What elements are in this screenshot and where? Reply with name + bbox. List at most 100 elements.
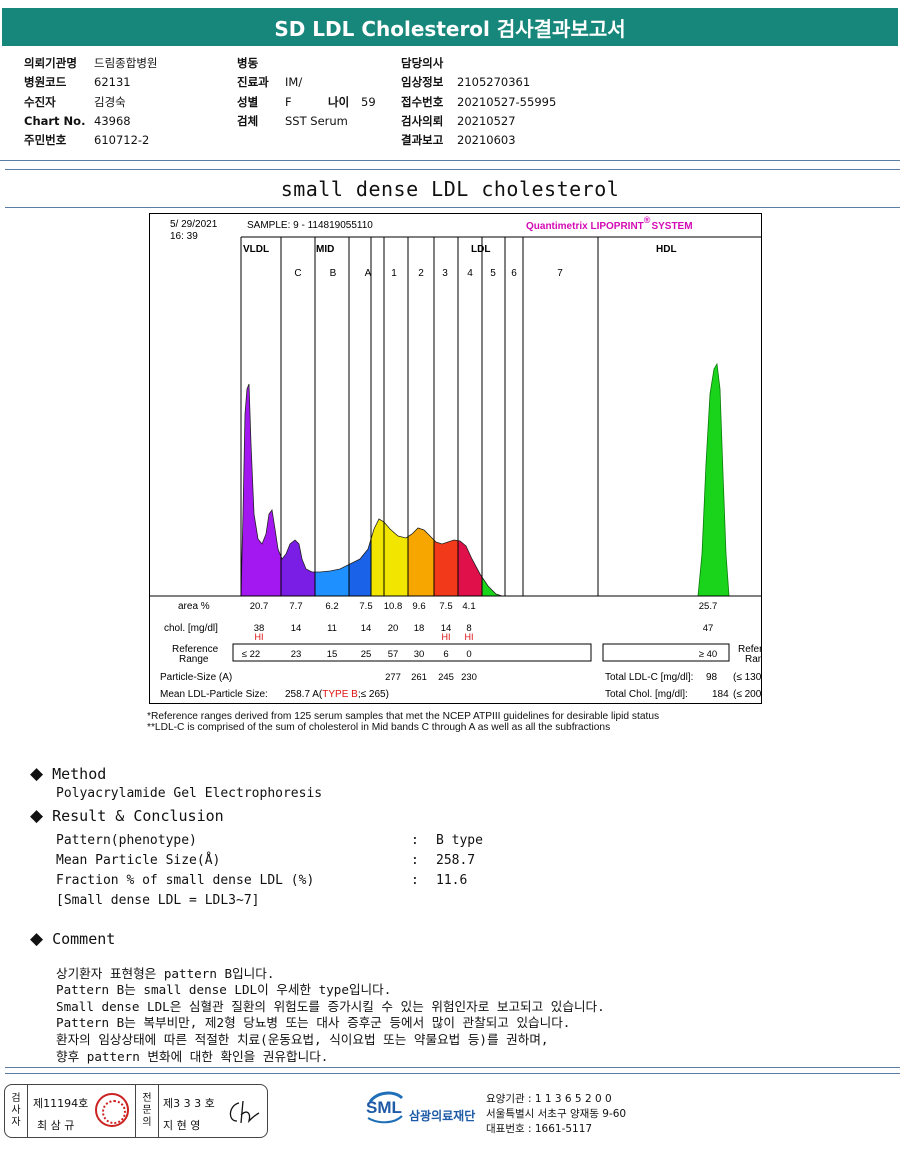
total-ldl-ref: (≤ 130): [733, 672, 761, 683]
footnote-2: **LDL-C is comprised of the sum of chole…: [147, 722, 611, 733]
section-title: small dense LDL cholesterol: [280, 177, 620, 201]
specialist-number: 제3 3 3 호: [163, 1097, 215, 1110]
area-value: 6.2: [325, 601, 338, 612]
org-name: 삼광의료재단: [409, 1109, 476, 1123]
row-label-ref2: Range: [179, 654, 209, 665]
examiner-number: 제11194호: [33, 1097, 89, 1110]
row-values: 20.7 7.7 6.2 7.5 10.8 9.6 7.5 4.1 25.7 38 14 11 14 20…: [242, 601, 717, 683]
ref-value: ≥ 40: [699, 649, 717, 660]
info-label: 성별: [237, 94, 259, 109]
result-colon: :: [411, 833, 419, 848]
chol-value: 11: [327, 623, 337, 634]
sml-logo-text: SML: [366, 1098, 402, 1117]
vertical-char: 사: [11, 1105, 21, 1116]
result-section: ◆ Result & Conclusion: [30, 806, 224, 826]
info-value: SST Serum: [285, 113, 348, 128]
method-heading-text: Method: [52, 765, 107, 783]
group-mid: MID: [316, 244, 334, 255]
info-value: 62131: [94, 75, 131, 90]
info-column-1: 의뢰기관명 드림종합병원 병원코드 62131 수진자 김경숙 Chart No. 43…: [24, 54, 157, 150]
diamond-bullet-icon: ◆: [30, 929, 44, 949]
row-label-mean: Mean LDL-Particle Size:: [160, 689, 268, 700]
band-fill: [241, 384, 281, 596]
chol-value: 18: [414, 623, 425, 634]
row-label-ref-right2: Range: [745, 654, 761, 665]
result-colon: :: [411, 873, 419, 888]
chol-value: 14: [291, 623, 302, 634]
row-label-area: area %: [178, 601, 210, 612]
total-chol-ref: (≤ 200): [733, 689, 761, 700]
hi-flag: HI: [465, 632, 474, 642]
result-value: B type: [436, 833, 483, 848]
hi-flag: HI: [442, 632, 451, 642]
info-column-3: 담당의사 임상정보 2105270361 접수번호 20210527-55995 검…: [401, 54, 556, 150]
age-label: 나이: [328, 94, 350, 109]
divider: [5, 1067, 900, 1068]
band-fills: [241, 384, 502, 596]
group-vldl: VLDL: [243, 244, 269, 255]
vertical-char: 전: [142, 1093, 152, 1104]
info-label: Chart No.: [24, 113, 86, 128]
band-label: A: [365, 268, 372, 279]
comment-heading-text: Comment: [52, 930, 116, 948]
ref-value: ≤ 22: [242, 649, 260, 660]
chol-value: 14: [361, 623, 372, 634]
info-value: 김경숙: [94, 94, 126, 109]
specialist-name: 지 현 영: [163, 1119, 201, 1132]
row-label-chol: chol. [mg/dl]: [164, 623, 218, 634]
comment-line: Small dense LDL은 심혈관 질환의 위험도를 증가시킬 수 있는 …: [56, 998, 605, 1014]
chol-value: 47: [703, 623, 714, 634]
divider: [5, 207, 900, 208]
total-ldl-value: 98: [706, 672, 718, 683]
row-label-ref1: Reference: [172, 644, 219, 655]
info-value: 드림종합병원: [94, 56, 158, 70]
info-value: 20210527: [457, 113, 516, 128]
ref-value: 6: [443, 649, 448, 660]
result-key: Fraction % of small dense LDL (%): [56, 873, 315, 888]
info-label: 병원코드: [24, 75, 67, 90]
vertical-char: 검: [11, 1093, 21, 1104]
row-label-particle: Particle-Size (A): [160, 672, 232, 683]
result-note-text: [Small dense LDL = LDL3~7]: [56, 893, 260, 908]
area-value: 4.1: [462, 601, 475, 612]
info-value: 20210527-55995: [457, 94, 557, 109]
total-ldl-label: Total LDL-C [mg/dl]:: [605, 672, 693, 683]
band-fill: [482, 384, 502, 596]
report-title-banner: SD LDL Cholesterol 검사결과보고서: [2, 8, 898, 46]
group-hdl: HDL: [656, 244, 677, 255]
band-label: 6: [511, 268, 517, 279]
info-value: 43968: [94, 113, 131, 128]
mean-particle-value: 258.7 A(TYPE B;≤ 265): [285, 689, 389, 700]
info-label: 접수번호: [401, 94, 444, 109]
row-label-ref-right1: Reference: [738, 644, 761, 655]
divider: [5, 169, 900, 170]
chol-value: 20: [388, 623, 399, 634]
area-value: 10.8: [384, 601, 403, 612]
divider: [5, 1073, 900, 1074]
comment-heading: ◆ Comment: [30, 929, 115, 949]
band-label: 2: [418, 268, 424, 279]
info-label: 의뢰기관명: [24, 56, 77, 70]
info-label: 주민번호: [24, 133, 67, 148]
comment-line: Pattern B는 small dense LDL이 우세한 type입니다.: [56, 982, 392, 998]
band-fill: [371, 384, 408, 596]
comment-section: ◆ Comment: [30, 929, 115, 949]
chol-value: 38: [254, 623, 265, 634]
chol-value: 14: [441, 623, 452, 634]
footnote-1: *Reference ranges derived from 125 serum…: [147, 711, 660, 722]
org-info: 요양기관 : 1 1 3 6 5 2 0 0 서울특별시 서초구 양재동 9-6…: [486, 1092, 626, 1137]
band-label: 4: [467, 268, 473, 279]
band-dividers: [240, 237, 599, 596]
ref-range-box: [232, 643, 592, 662]
area-value: 7.5: [359, 601, 372, 612]
method-section: ◆ Method: [30, 764, 106, 784]
chart-date: 5/ 29/2021: [170, 219, 218, 230]
band-label: B: [330, 268, 337, 279]
report-title: SD LDL Cholesterol 검사결과보고서: [274, 16, 626, 41]
area-value: 20.7: [250, 601, 269, 612]
diamond-bullet-icon: ◆: [30, 806, 44, 826]
band-labels: C B A 1 2 3 4 5 6 7: [294, 268, 563, 279]
hdl-peak: [697, 362, 730, 597]
